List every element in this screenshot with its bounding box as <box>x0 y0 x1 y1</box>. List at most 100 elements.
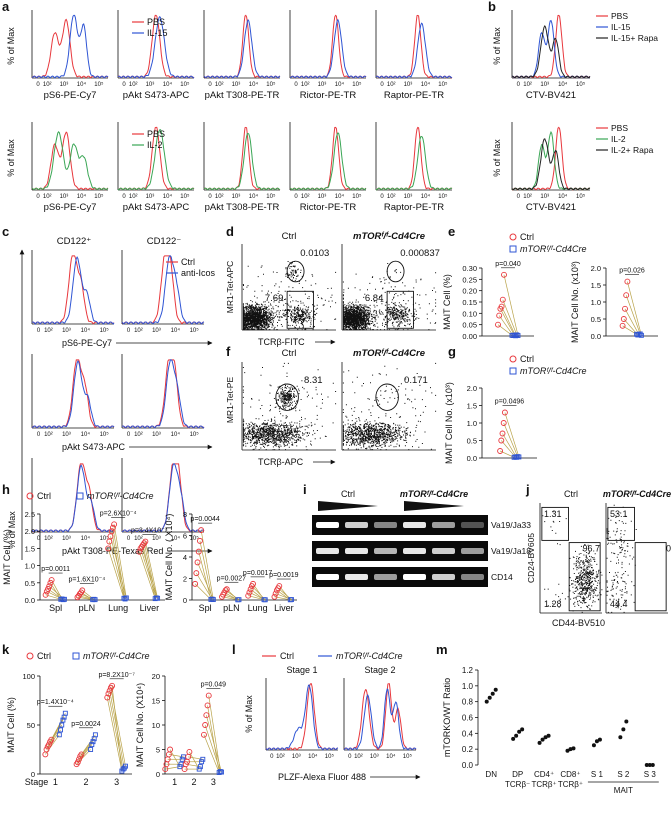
density-dots <box>242 261 337 331</box>
x-tick-label: Liver <box>274 603 294 613</box>
ctrl-point <box>619 322 626 329</box>
x-tick-label: 10² <box>43 194 52 200</box>
legend-marker <box>509 233 517 241</box>
ko-point <box>123 595 129 601</box>
y-tick-label: 8 <box>183 510 187 519</box>
x-tick-label: Lung <box>108 603 128 613</box>
ctrl-point <box>222 587 229 594</box>
y-tick-label: 0.05 <box>462 321 477 330</box>
histogram-curve <box>121 463 205 533</box>
x-tick-label: 0 <box>37 536 41 542</box>
x-axis-label: PLZF-Alexa Fluor 488 <box>278 772 366 782</box>
x-tick-label: 0 <box>208 82 212 88</box>
x-tick-label: TCRβ⁻ <box>505 780 530 789</box>
y-axis-label: % of Max <box>492 27 502 65</box>
x-tick-label: 10³ <box>62 536 71 542</box>
pair-line <box>110 687 126 767</box>
ctrl-point <box>271 593 278 600</box>
gel-band <box>316 522 339 528</box>
x-tick-label: 10³ <box>318 194 327 200</box>
x-axis-label: pS6-PE-Cy7 <box>62 338 112 348</box>
ko-point <box>289 597 294 603</box>
x-tick-label: CD8⁺ <box>560 770 580 779</box>
y-tick-label: 1.0 <box>467 419 477 428</box>
ctrl-point <box>76 756 82 763</box>
x-tick-label: 10⁵ <box>352 193 362 200</box>
histogram-curve <box>265 684 339 751</box>
gate <box>286 290 314 329</box>
x-tick-label: 3 <box>114 777 119 787</box>
x-tick-label: Spl <box>49 603 62 613</box>
ratio-point <box>537 740 542 745</box>
gate <box>607 506 635 541</box>
legend-label: anti-Icos <box>181 268 216 278</box>
ko-point <box>200 756 206 762</box>
y-tick-label: 0.0 <box>462 761 474 770</box>
x-tick-label: 2 <box>191 777 196 787</box>
ctrl-point <box>141 540 148 547</box>
histogram-curve <box>203 126 281 191</box>
pair-line <box>502 433 517 458</box>
gate-value: 0 <box>666 543 671 553</box>
pair-line <box>112 527 126 600</box>
x-tick-label: 10³ <box>62 328 71 334</box>
y-tick-label: 0.0 <box>25 596 35 605</box>
plot-title: mTORᶠ/ᶠ-Cd4Cre <box>353 231 426 242</box>
pair-line <box>503 422 519 457</box>
pair-line <box>50 582 62 600</box>
panel-letter: g <box>448 344 456 359</box>
ctrl-point <box>622 305 628 312</box>
legend-label: mTORᶠ/ᶠ-Cd4Cre <box>520 244 587 254</box>
ratio-point <box>490 691 495 696</box>
legend-label: IL-2 <box>147 140 163 150</box>
panel-letter: h <box>2 482 10 497</box>
histogram-curve <box>343 683 417 751</box>
histogram-curve <box>203 19 281 79</box>
x-axis-label: pAkt T308-PE-TR <box>205 202 280 213</box>
gate <box>375 383 399 411</box>
histogram-curve <box>511 19 591 79</box>
y-tick-label: 4 <box>183 553 187 562</box>
ctrl-point <box>167 746 174 753</box>
x-tick-label: 0 <box>517 82 521 88</box>
row-label: Va19/Ja33 <box>491 520 531 530</box>
pair-line <box>169 749 181 767</box>
ko-point <box>61 596 67 602</box>
gel-band <box>403 548 426 554</box>
y-tick-label: 15 <box>152 697 160 706</box>
p-value: p=0.0496 <box>495 399 524 406</box>
p-value: p=8.2X10⁻⁷ <box>98 672 135 679</box>
x-tick-label: 0 <box>36 82 40 88</box>
p-value: p=0.040 <box>495 261 521 268</box>
histogram-curve <box>121 255 205 325</box>
pair-line <box>189 751 200 770</box>
x-tick-label: 10² <box>134 536 143 542</box>
y-axis-label: CD24-BV605 <box>526 533 536 583</box>
y-tick-label: 1.0 <box>591 298 601 307</box>
legend-label: IL-15+ Rapa <box>611 33 658 43</box>
p-value: p=0.049 <box>201 682 227 689</box>
histogram-curve <box>343 688 417 751</box>
x-tick-label: 10³ <box>152 328 161 334</box>
pair-line <box>45 734 60 755</box>
ctrl-point <box>246 589 253 596</box>
x-tick-label: 10³ <box>370 754 379 760</box>
pair-line <box>111 531 125 599</box>
x-tick-label: 0 <box>127 536 131 542</box>
y-tick-label: 0.5 <box>25 579 35 588</box>
gel-band <box>461 522 484 528</box>
x-axis-label: CTV-BV421 <box>526 202 576 213</box>
ko-point <box>197 764 203 770</box>
ratio-point <box>618 735 623 740</box>
histogram-curve <box>31 18 109 79</box>
x-tick-label: 10⁴ <box>81 327 91 334</box>
x-tick-label: 0 <box>517 194 521 200</box>
pair-line <box>498 315 514 336</box>
p-value: p=0.0019 <box>269 572 298 579</box>
y-tick-label: 0.10 <box>462 309 477 318</box>
pair-line <box>139 551 156 599</box>
ctrl-point <box>500 420 507 426</box>
legend-label: IL-15 <box>611 22 631 32</box>
ratio-point <box>517 729 522 734</box>
y-axis-label: MAIT Cell (%) <box>2 529 12 585</box>
